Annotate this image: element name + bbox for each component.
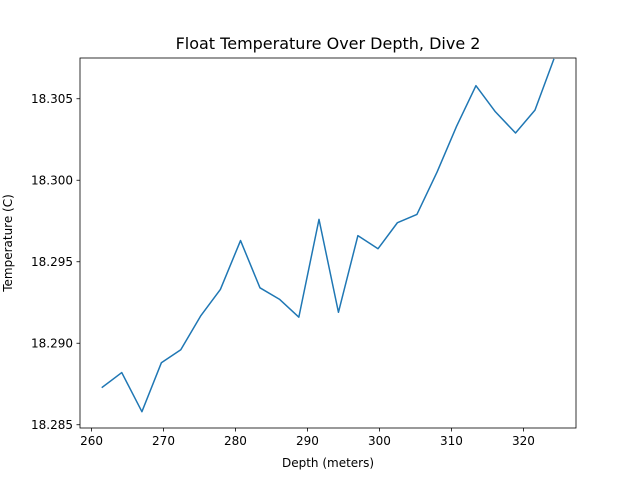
plot-frame (79, 57, 577, 429)
chart-title: Float Temperature Over Depth, Dive 2 (176, 34, 481, 53)
x-tick-label: 320 (512, 434, 535, 448)
x-axis-ticks: 260 270 280 290 300 310 320 (80, 428, 535, 448)
y-tick-label: 18.305 (31, 92, 73, 106)
y-axis-ticks: 18.285 18.290 18.295 18.300 18.305 (31, 92, 80, 432)
x-tick-label: 280 (224, 434, 247, 448)
x-tick-label: 270 (152, 434, 175, 448)
series-layer (101, 58, 555, 413)
y-tick-label: 18.300 (31, 174, 73, 188)
y-tick-label: 18.295 (31, 255, 73, 269)
x-tick-label: 260 (80, 434, 103, 448)
series-line-0 (101, 58, 555, 413)
y-tick-label: 18.290 (31, 337, 73, 351)
x-tick-label: 300 (368, 434, 391, 448)
y-tick-label: 18.285 (31, 418, 73, 432)
plot-area (80, 58, 576, 428)
y-axis-label: Temperature (C) (1, 194, 15, 293)
x-axis-label: Depth (meters) (282, 456, 374, 470)
x-tick-label: 290 (296, 434, 319, 448)
x-tick-label: 310 (440, 434, 463, 448)
